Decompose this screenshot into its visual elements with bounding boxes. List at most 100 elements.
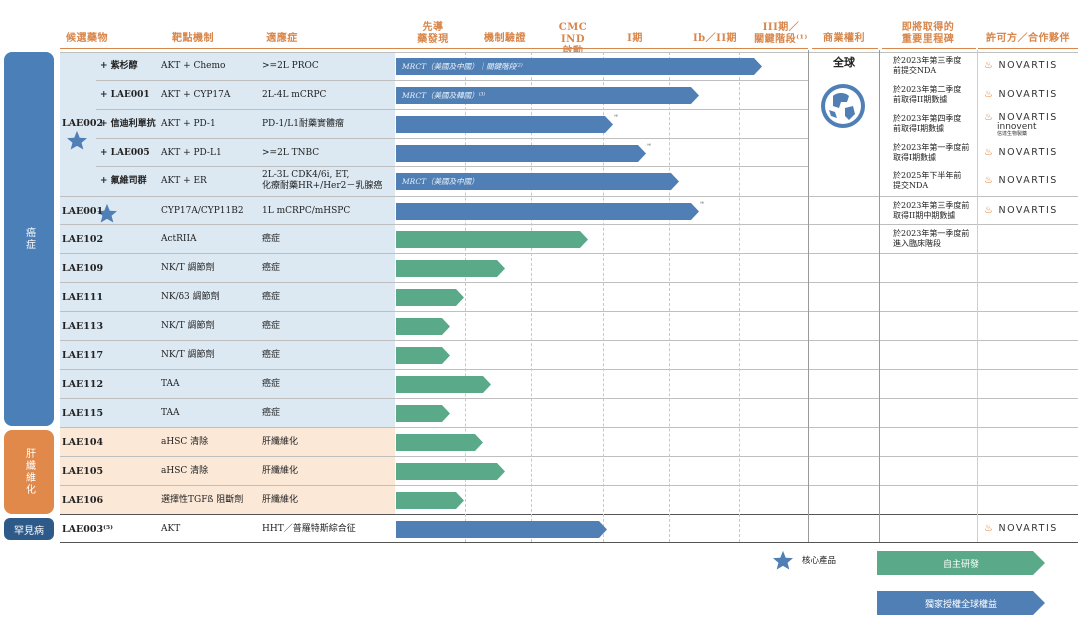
row-divider: [60, 427, 1078, 428]
novartis-flame-icon: ♨: [984, 89, 995, 100]
progress-bar: [396, 405, 450, 422]
row-divider: [60, 456, 1078, 457]
legend-star-icon: [772, 550, 794, 574]
target-mechanism: TAA: [161, 379, 180, 389]
target-mechanism: AKT + ER: [161, 176, 207, 186]
indication: 肝纖維化: [262, 466, 299, 476]
rights-global: 全球: [833, 56, 855, 69]
progress-bar: [396, 463, 505, 480]
target-mechanism: NK/T 調節劑: [161, 321, 215, 331]
indication: 1L mCRPC/mHSPC: [262, 206, 351, 216]
header-underline: [60, 48, 808, 49]
indication: >=2L TNBC: [262, 148, 320, 158]
target-mechanism: AKT + CYP17A: [161, 90, 231, 100]
section-divider: [60, 514, 1078, 515]
candidate-name: LAE003⁽⁵⁾: [62, 524, 113, 535]
partner-logo-novartis: ♨ NOVARTIS: [984, 112, 1058, 123]
candidate-name: LAE113: [62, 321, 104, 332]
header-indication: 適應症: [266, 33, 298, 44]
progress-bar: [396, 318, 450, 335]
partner-name: NOVARTIS: [998, 147, 1058, 158]
candidate-name: LAE112: [62, 379, 104, 390]
header-discovery: 先導 藥發現: [417, 22, 449, 45]
globe-icon: [819, 82, 867, 130]
bar-label: MRCT（美國及中國）｜關鍵階段⁽²⁾: [402, 62, 523, 71]
header-cmc: CMC IND 啟動: [558, 22, 588, 57]
target-mechanism: CYP17A/CYP11B2: [161, 206, 244, 216]
legend-core-label: 核心產品: [802, 556, 837, 566]
partner-name: NOVARTIS: [998, 112, 1058, 123]
band-onc-left: [60, 225, 395, 428]
partner-name: NOVARTIS: [998, 60, 1058, 71]
progress-bar: MRCT（美國及韓國）⁽³⁾: [396, 87, 699, 104]
novartis-flame-icon: ♨: [984, 60, 995, 71]
header-phase3: III期／ 關鍵階段⁽¹⁾: [754, 22, 808, 45]
progress-bar: MRCT（美國及中國）: [396, 173, 679, 190]
row-divider: [96, 80, 808, 81]
novartis-flame-icon: ♨: [984, 147, 995, 158]
category-rare: 罕見病: [4, 518, 54, 540]
candidate-name: LAE001: [62, 206, 104, 217]
target-mechanism: AKT + PD-1: [161, 119, 216, 129]
stage-divider-1: [465, 52, 466, 542]
bar-footnote: ⁽⁴⁾: [614, 115, 619, 120]
novartis-flame-icon: ♨: [984, 523, 995, 534]
row-divider: [96, 166, 808, 167]
partner-sub-name: 信達生物製藥: [997, 131, 1028, 137]
lae002-label: LAE002: [62, 118, 104, 129]
col-divider-rights-left: [808, 50, 809, 542]
target-mechanism: AKT + PD-L1: [161, 148, 222, 158]
legend-licensed: 獨家授權全球權益: [877, 591, 1045, 615]
header-validation: 機制驗證: [484, 33, 526, 44]
candidate-name: LAE117: [62, 350, 104, 361]
header-phase2: Ib／II期: [692, 33, 738, 44]
indication: >=2L PROC: [262, 61, 319, 71]
row-divider: [96, 138, 808, 139]
candidate-name: + 信迪利單抗: [100, 119, 156, 129]
novartis-flame-icon: ♨: [984, 112, 995, 123]
milestone-text: 於2023年第一季度前 取得I期數據: [893, 143, 970, 162]
partner-logo-novartis: ♨ NOVARTIS: [984, 147, 1058, 158]
candidate-name: LAE111: [62, 292, 104, 303]
row-divider: [60, 52, 1078, 53]
col-divider-rights-right: [879, 50, 880, 542]
progress-bar: [396, 521, 607, 538]
row-divider: [60, 196, 1078, 197]
progress-bar: [396, 231, 588, 248]
milestone-text: 於2023年第三季度 前提交NDA: [893, 56, 962, 75]
target-mechanism: aHSC 清除: [161, 466, 209, 476]
indication: 癌症: [262, 350, 281, 360]
partner-logo-novartis: ♨ NOVARTIS: [984, 60, 1058, 71]
candidate-name: + LAE005: [100, 148, 150, 158]
header-underline-rights: [812, 48, 878, 49]
row-divider: [96, 109, 808, 110]
row-divider: [60, 282, 1078, 283]
col-divider-partners: [977, 50, 978, 542]
progress-bar: [396, 376, 491, 393]
indication: 癌症: [262, 263, 281, 273]
progress-bar: [396, 116, 613, 133]
bar-footnote: ⁽⁴⁾: [647, 144, 652, 149]
indication: 癌症: [262, 408, 281, 418]
target-mechanism: NK/δ3 調節劑: [161, 292, 220, 302]
target-mechanism: AKT + Chemo: [161, 61, 226, 71]
progress-bar: [396, 492, 464, 509]
milestone-text: 於2023年第二季度 前取得II期數據: [893, 85, 962, 104]
row-divider: [60, 224, 1078, 225]
novartis-flame-icon: ♨: [984, 205, 995, 216]
candidate-name: + LAE001: [100, 90, 150, 100]
row-divider: [60, 253, 1078, 254]
band-fibrosis: [60, 428, 395, 514]
novartis-flame-icon: ♨: [984, 175, 995, 186]
category-fibrosis: 肝纖維化: [4, 430, 54, 514]
header-underline-partners: [978, 48, 1078, 49]
indication: 癌症: [262, 292, 281, 302]
header-rights: 商業權利: [823, 33, 865, 44]
legend-licensed-label: 獨家授權全球權益: [924, 599, 997, 610]
partner-name: NOVARTIS: [998, 205, 1058, 216]
partner-logo-novartis: ♨ NOVARTIS: [984, 205, 1058, 216]
indication: PD-1/L1耐藥實體瘤: [262, 119, 344, 129]
partner-logo-innovent: innovent 信達生物製藥: [997, 122, 1037, 138]
row-divider: [60, 542, 1078, 543]
stage-divider-5: [739, 52, 740, 542]
